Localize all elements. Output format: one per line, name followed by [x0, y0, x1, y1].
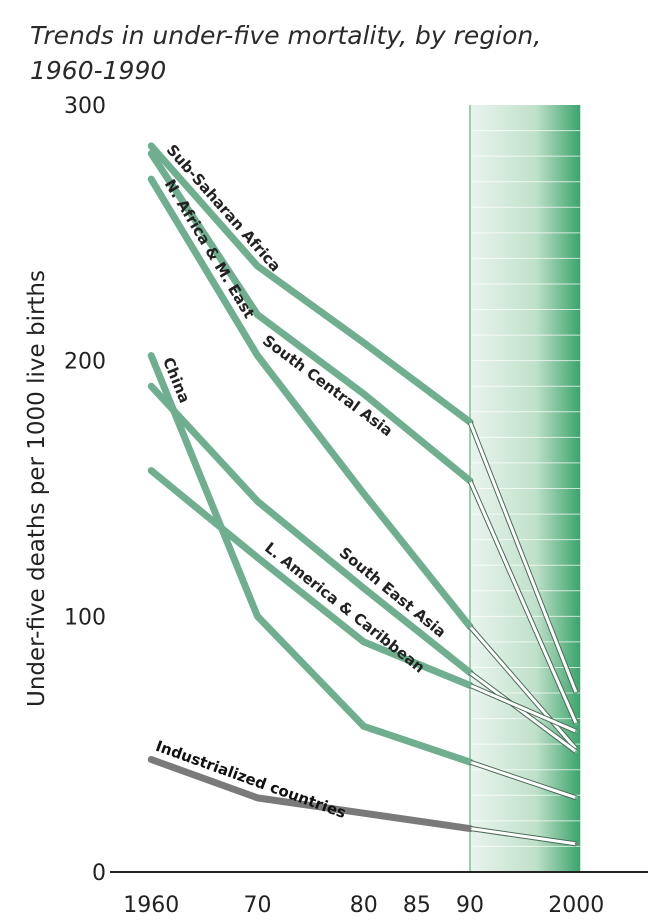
- data-point: [149, 384, 153, 388]
- series-1: [147, 150, 579, 726]
- x-tick-label: 80: [350, 893, 378, 918]
- data-point: [574, 729, 578, 733]
- series-4: [147, 352, 578, 801]
- y-tick-label: 300: [64, 94, 106, 119]
- data-point: [256, 556, 259, 560]
- y-tick-label: 200: [64, 350, 106, 375]
- x-tick-label: 90: [456, 893, 484, 918]
- series-line: [147, 142, 474, 426]
- data-point: [256, 354, 259, 358]
- series-line: [147, 382, 474, 677]
- data-point: [468, 760, 472, 764]
- chart-title-line-2: 1960-1990: [30, 56, 167, 85]
- series-line: [147, 756, 474, 833]
- series-0: [147, 142, 579, 695]
- data-point: [256, 614, 259, 618]
- series-3: [147, 382, 578, 754]
- x-tick-label: 1960: [123, 893, 179, 918]
- data-point: [574, 691, 578, 695]
- series-label: South East Asia: [336, 544, 450, 642]
- x-tick-label: 70: [244, 893, 272, 918]
- data-point: [362, 341, 366, 345]
- data-point: [362, 724, 366, 728]
- data-point: [362, 640, 366, 644]
- data-point: [256, 313, 259, 317]
- data-point: [149, 144, 153, 148]
- chart-title: Trends in under-five mortality, by regio…: [30, 18, 630, 88]
- series-6: [147, 756, 578, 847]
- y-axis-label: Under-five deaths per 1000 live births: [24, 270, 50, 707]
- data-point: [362, 392, 366, 396]
- data-point: [256, 796, 259, 800]
- y-tick-label: 100: [64, 605, 106, 630]
- projection-line: [468, 480, 578, 725]
- data-point: [574, 750, 578, 754]
- data-point: [149, 469, 153, 473]
- series-2: [147, 175, 579, 751]
- data-point: [362, 586, 366, 590]
- data-point: [256, 499, 259, 503]
- data-point: [256, 264, 259, 268]
- projection-line: [469, 683, 577, 733]
- y-tick-label: 0: [92, 861, 106, 886]
- data-point: [468, 827, 472, 831]
- chart-title-line-1: Trends in under-five mortality, by regio…: [30, 21, 542, 50]
- series-line: [147, 175, 474, 631]
- y-tick-labels: 0 100 200 300: [64, 94, 106, 886]
- data-point: [468, 420, 472, 424]
- series-layer: [147, 142, 579, 847]
- series-line: [147, 150, 474, 485]
- data-point: [362, 811, 366, 815]
- data-point: [574, 842, 578, 846]
- data-point: [149, 354, 153, 358]
- x-tick-labels: 1960 70 80 85 90 2000: [123, 893, 604, 918]
- data-point: [468, 671, 472, 675]
- data-point: [149, 152, 153, 156]
- series-5: [147, 467, 578, 734]
- data-point: [468, 683, 472, 687]
- data-point: [468, 625, 472, 629]
- series-line: [147, 352, 474, 766]
- data-point: [149, 177, 153, 181]
- projection-line: [469, 760, 577, 800]
- projection-line: [469, 671, 578, 754]
- data-point: [574, 722, 578, 726]
- data-point: [574, 796, 578, 800]
- data-point: [149, 758, 153, 762]
- x-tick-label: 2000: [548, 893, 604, 918]
- series-label: Industrialized countries: [153, 737, 348, 822]
- projection-line: [468, 625, 578, 751]
- projection-line: [468, 421, 578, 694]
- series-line: [147, 467, 474, 689]
- x-tick-label: 85: [403, 893, 431, 918]
- data-point: [468, 479, 472, 483]
- data-point: [362, 492, 366, 496]
- projection-line: [469, 827, 577, 846]
